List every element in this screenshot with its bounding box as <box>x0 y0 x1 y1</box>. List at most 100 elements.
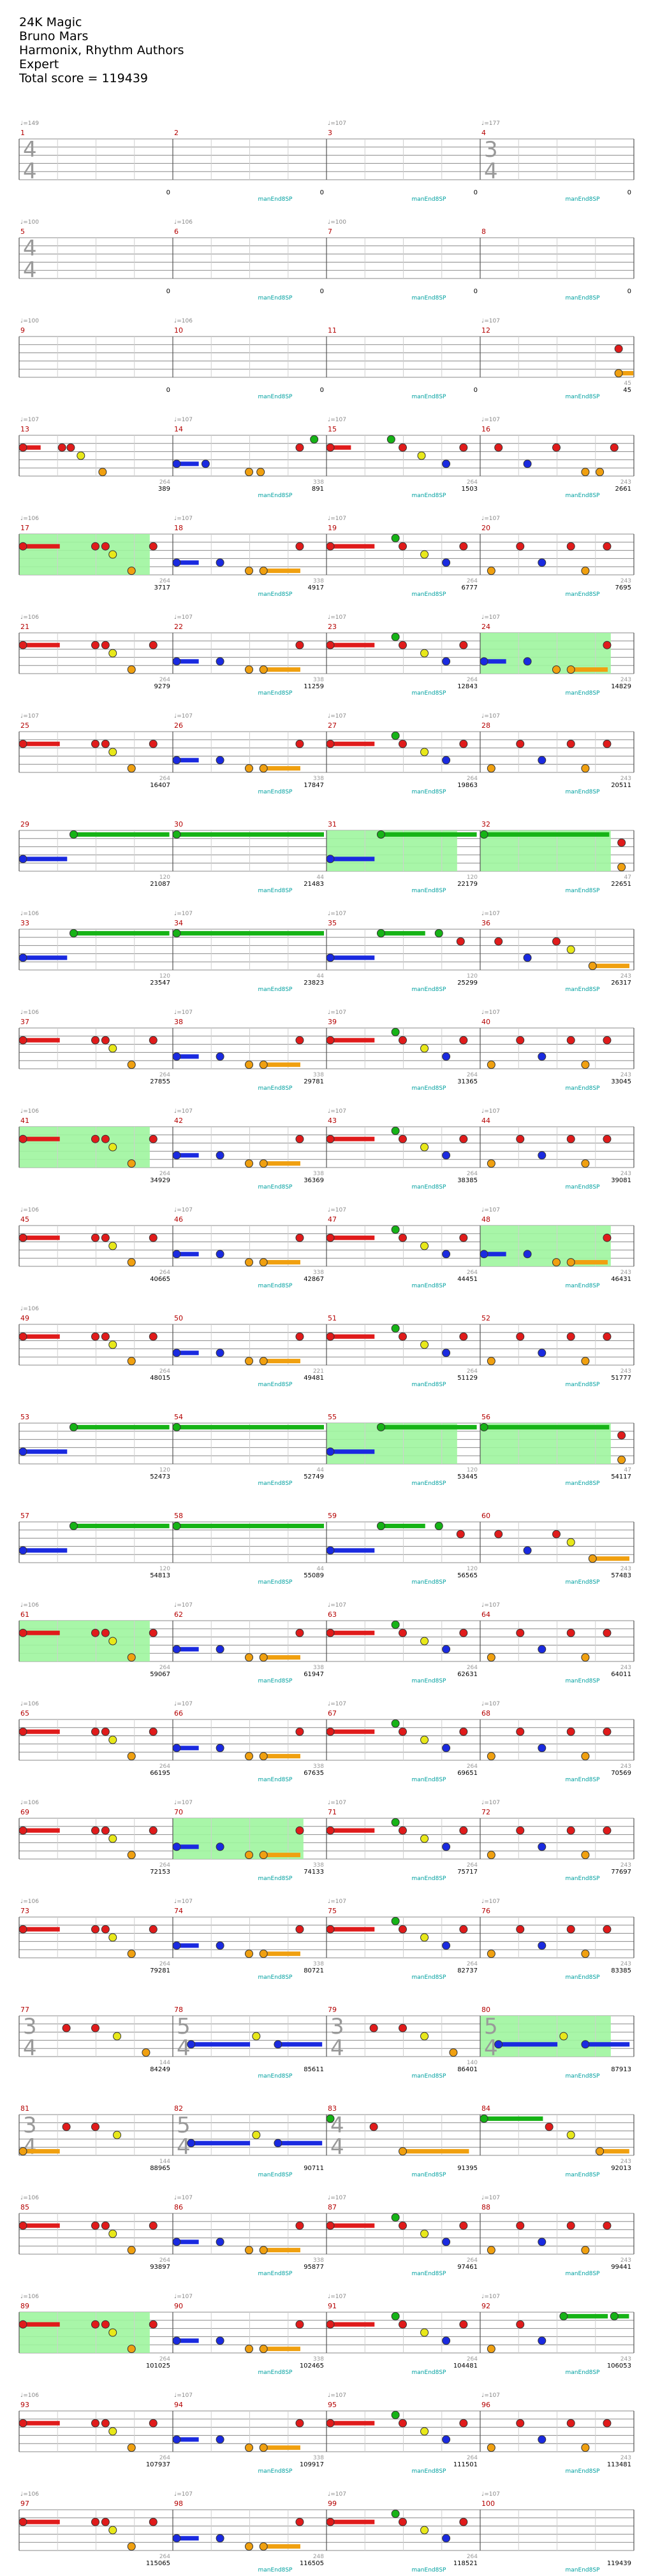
note-gem <box>259 2246 268 2255</box>
sustain-bar <box>498 2042 558 2047</box>
tempo-marker: ♩=107 <box>328 1800 346 1806</box>
measure-number: 35 <box>328 919 337 927</box>
note-gem <box>391 731 400 740</box>
note-gem <box>581 1752 590 1761</box>
measure-number: 90 <box>174 2302 183 2310</box>
measure-number: 70 <box>174 1808 183 1816</box>
tempo-marker: ♩=107 <box>481 1800 500 1806</box>
watermark-label: manEnd8SP <box>566 690 601 697</box>
note-gem <box>259 1851 268 1860</box>
tempo-marker: ♩=106 <box>20 1899 39 1905</box>
note-gem <box>391 1324 400 1333</box>
note-gem <box>399 2221 407 2230</box>
note-gem <box>18 2147 27 2156</box>
measure-score: 31365 <box>457 1078 478 1085</box>
measure-score: 23823 <box>304 980 324 987</box>
note-gem <box>172 929 181 937</box>
star-power-region <box>19 534 150 575</box>
watermark-label: manEnd8SP <box>412 1283 447 1289</box>
note-gem <box>245 2246 253 2255</box>
sustain-bar <box>263 1951 300 1957</box>
sustain-bar <box>73 832 170 837</box>
watermark-label: manEnd8SP <box>258 2567 293 2573</box>
watermark-label: manEnd8SP <box>258 2271 293 2277</box>
tempo-marker: ♩=106 <box>20 1800 39 1806</box>
note-gem <box>516 1727 525 1736</box>
measure-score: 17847 <box>304 782 324 789</box>
note-gem <box>172 2238 181 2247</box>
note-gem <box>149 2517 158 2526</box>
note-gem <box>295 1036 304 1045</box>
sustain-bar <box>592 1556 629 1561</box>
tempo-marker: ♩=107 <box>174 1009 193 1016</box>
measure-score: 64011 <box>611 1671 631 1678</box>
sustain-bar <box>330 2519 375 2524</box>
watermark-label: manEnd8SP <box>412 2370 447 2376</box>
sustain-bar <box>177 1844 199 1849</box>
note-count: 120 <box>159 874 170 881</box>
sustain-bar <box>263 1853 300 1858</box>
note-gem <box>487 764 495 773</box>
note-count: 144 <box>159 2060 170 2066</box>
measure-number: 37 <box>20 1018 29 1026</box>
note-gem <box>523 953 532 962</box>
star-power-region <box>480 830 611 871</box>
sustain-bar <box>484 659 506 664</box>
note-gem <box>91 2320 99 2329</box>
tempo-marker: ♩=106 <box>20 2491 39 2498</box>
note-gem <box>127 1851 136 1860</box>
sustain-bar <box>263 2544 300 2549</box>
tempo-marker: ♩=107 <box>174 1108 193 1115</box>
sustain-bar <box>263 2445 300 2450</box>
measure-number: 68 <box>481 1709 490 1718</box>
sustain-bar <box>484 2116 543 2121</box>
note-gem <box>487 1060 495 1069</box>
note-gem <box>391 2213 400 2222</box>
note-gem <box>18 1332 27 1341</box>
note-count: 338 <box>313 677 324 683</box>
note-gem <box>581 1653 590 1662</box>
note-gem <box>386 435 395 444</box>
measure-number: 84 <box>481 2104 490 2113</box>
watermark-label: manEnd8SP <box>566 1085 601 1092</box>
measure-number: 81 <box>20 2104 29 2113</box>
measure-score: 36369 <box>304 1177 324 1184</box>
note-gem <box>523 1546 532 1555</box>
note-count: 140 <box>467 2060 478 2066</box>
note-gem <box>566 1628 575 1637</box>
measure-score: 72153 <box>150 1869 170 1876</box>
note-gem <box>369 2023 378 2032</box>
note-gem <box>101 640 110 649</box>
time-signature-bottom: 4 <box>330 2036 344 2061</box>
note-gem <box>442 2534 451 2543</box>
watermark-label: manEnd8SP <box>258 591 293 598</box>
note-gem <box>91 739 99 748</box>
note-gem <box>566 1925 575 1934</box>
measure-number: 50 <box>174 1314 183 1322</box>
measure-number: 28 <box>481 721 490 730</box>
note-count: 264 <box>467 2257 478 2264</box>
measure-number: 34 <box>174 919 183 927</box>
note-gem <box>326 1727 335 1736</box>
note-gem <box>245 1258 253 1267</box>
note-count: 264 <box>467 1368 478 1375</box>
measure-number: 56 <box>481 1413 490 1421</box>
measure-score: 59067 <box>150 1671 170 1678</box>
note-gem <box>245 764 253 773</box>
note-gem <box>552 1258 561 1267</box>
sustain-bar <box>23 1136 60 1141</box>
tempo-marker: ♩=107 <box>328 516 346 522</box>
note-count: 264 <box>159 1171 170 1177</box>
note-gem <box>459 542 468 551</box>
tempo-marker: ♩=107 <box>481 1899 500 1905</box>
